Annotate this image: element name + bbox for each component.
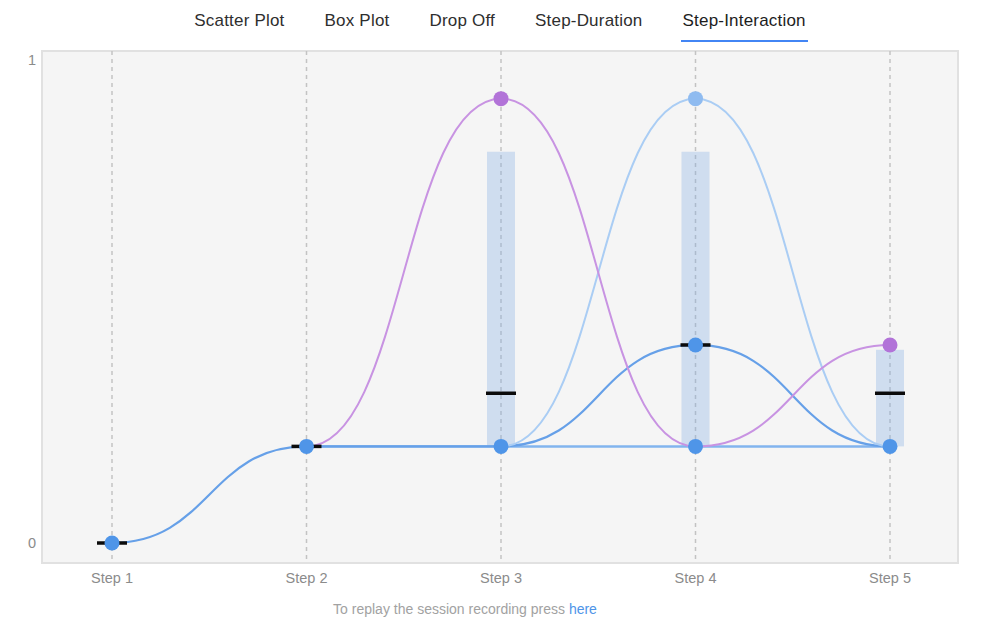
tab-step-interaction[interactable]: Step-Interaction (681, 9, 808, 42)
interaction-range-bar (876, 350, 904, 447)
replay-caption-text: To replay the session recording press (333, 601, 565, 617)
chart-tab-bar: Scatter Plot Box Plot Drop Off Step-Dura… (0, 0, 1000, 46)
interaction-range-bar (487, 152, 515, 447)
data-point (105, 536, 120, 551)
data-point (688, 439, 703, 454)
data-point (883, 337, 898, 352)
data-point (299, 439, 314, 454)
y-axis-label: 0 (28, 535, 36, 551)
tab-drop-off[interactable]: Drop Off (427, 9, 497, 42)
data-point (688, 91, 703, 106)
replay-caption: To replay the session recording press he… (0, 601, 930, 617)
tab-scatter-plot[interactable]: Scatter Plot (192, 9, 286, 42)
x-axis-label: Step 5 (869, 570, 911, 586)
x-axis-label: Step 3 (480, 570, 522, 586)
x-axis-label: Step 4 (675, 570, 717, 586)
data-point (494, 91, 509, 106)
x-axis-label: Step 1 (91, 570, 133, 586)
tab-step-duration[interactable]: Step-Duration (533, 9, 645, 42)
chart-svg: 0 1 Step 1 Step 2 Step 3 Step 4 Step 5 (0, 0, 1000, 600)
y-axis-label: 1 (28, 52, 36, 68)
tab-box-plot[interactable]: Box Plot (323, 9, 392, 42)
x-axis-label: Step 2 (286, 570, 328, 586)
interaction-range-bar (682, 152, 710, 447)
data-point (883, 439, 898, 454)
data-point (494, 439, 509, 454)
data-point (688, 337, 703, 352)
step-interaction-chart: 0 1 Step 1 Step 2 Step 3 Step 4 Step 5 (0, 0, 1000, 600)
replay-here-link[interactable]: here (569, 601, 597, 617)
